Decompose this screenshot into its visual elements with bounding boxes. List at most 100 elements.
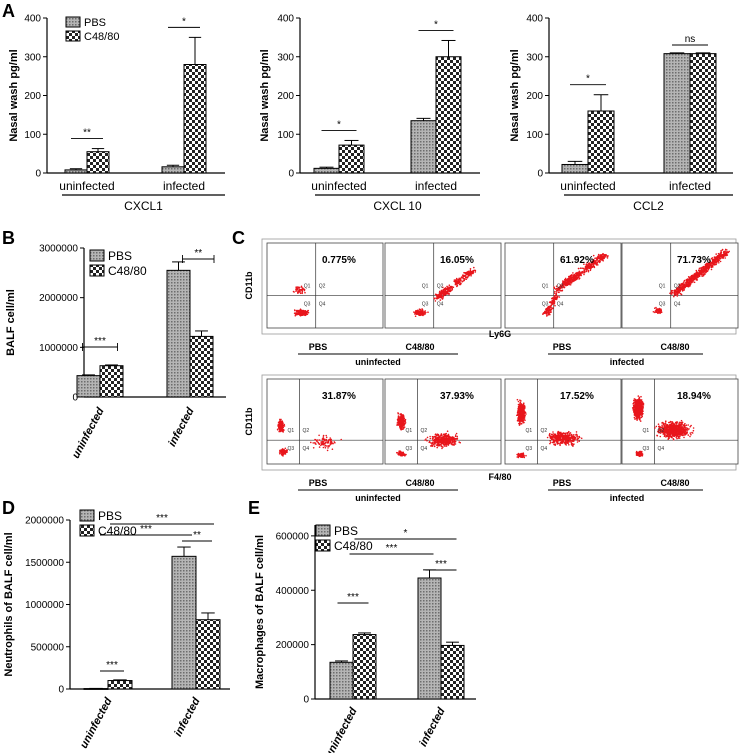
flow-dot <box>328 445 330 448</box>
flow-dot <box>525 413 527 415</box>
flow-dot <box>522 421 525 424</box>
flow-dot <box>571 274 573 276</box>
flow-dot <box>442 437 444 440</box>
flow-dot <box>654 307 656 310</box>
flow-dot <box>583 263 585 266</box>
flow-dot <box>697 274 699 276</box>
flow-dot <box>302 288 304 290</box>
significance-label: * <box>337 119 341 130</box>
flow-dot <box>657 310 660 312</box>
flow-dot <box>715 261 717 263</box>
flow-dot <box>520 454 523 457</box>
flow-dot <box>517 403 520 406</box>
flow-dot <box>637 395 640 397</box>
flow-dot <box>314 441 316 444</box>
flow-dot <box>401 421 404 424</box>
flow-dot <box>307 311 310 314</box>
flow-dot <box>567 432 569 434</box>
category-label-uninfected: uninfected <box>59 179 114 193</box>
flow-dot <box>696 279 698 281</box>
flow-dot <box>451 439 454 442</box>
flow-dot <box>597 257 599 259</box>
flow-dot <box>574 275 576 278</box>
flow-dot <box>517 454 519 457</box>
flow-dot <box>435 441 438 444</box>
flow-dot <box>434 435 437 438</box>
flow-dot <box>454 440 457 443</box>
quadrant-label: Q1 <box>525 428 532 434</box>
flow-dot <box>576 273 579 276</box>
flow-dot <box>279 423 282 426</box>
flow-dot <box>723 253 726 255</box>
bar-pbs-uninfected <box>561 163 589 174</box>
flow-dot <box>402 424 405 427</box>
flow-dot <box>681 290 684 292</box>
flow-dot <box>687 276 690 278</box>
flow-dot <box>519 415 522 417</box>
y-tick-label: 200000 <box>276 640 310 651</box>
flow-dot <box>693 281 696 284</box>
flow-dot <box>558 434 561 437</box>
flow-dot <box>295 290 297 293</box>
flow-dot <box>525 454 527 457</box>
flow-dot <box>299 290 301 292</box>
flow-dot <box>473 266 475 269</box>
bar-pbs-uninfected <box>64 169 88 174</box>
flow-dot <box>298 286 301 289</box>
flow-dot <box>399 452 402 455</box>
flow-dot <box>400 420 403 422</box>
flow-dot <box>687 282 690 285</box>
significance-label: *** <box>140 524 152 535</box>
group-label-uninfected: uninfected <box>355 357 401 367</box>
flow-dot <box>454 434 457 436</box>
flow-dot <box>397 452 400 455</box>
flow-dot <box>707 268 710 271</box>
flow-dot <box>301 290 304 293</box>
flow-dot <box>320 442 323 445</box>
flow-dot <box>673 295 675 298</box>
flow-dot <box>574 437 576 440</box>
flow-dot <box>572 438 574 441</box>
flow-dot <box>554 437 557 440</box>
legend-swatch-c4880 <box>89 264 105 277</box>
flow-dot <box>688 279 690 281</box>
flow-dot <box>430 442 433 445</box>
flow-dot <box>436 295 439 298</box>
flow-dot <box>435 444 438 446</box>
flow-dot <box>519 417 521 420</box>
flow-dot <box>566 284 569 287</box>
flow-dot <box>522 417 524 420</box>
flow-dot <box>303 289 306 292</box>
flow-dot <box>559 442 562 444</box>
flow-dot <box>442 289 444 291</box>
flow-dot <box>724 248 727 251</box>
legend-swatch-pbs <box>79 509 95 522</box>
quadrant-label: Q2 <box>319 284 326 290</box>
flow-dot <box>556 440 558 443</box>
flow-dot <box>283 423 286 426</box>
legend-swatch-pbs <box>315 524 331 537</box>
flow-dot <box>439 435 441 438</box>
flow-dot <box>429 435 431 438</box>
flow-dot <box>470 272 473 275</box>
flow-dot <box>441 440 443 443</box>
bar-c4880-uninfected <box>86 151 110 174</box>
y-tick-label: 400000 <box>276 586 310 597</box>
flow-dot <box>280 418 282 421</box>
flow-dot <box>518 408 521 411</box>
flow-dot <box>300 312 303 315</box>
condition-label-1: C48/80 <box>405 342 434 352</box>
flow-dot <box>549 313 551 316</box>
quadrant-label: Q4 <box>437 302 444 308</box>
flow-dot <box>440 292 442 294</box>
flow-dot <box>660 308 662 311</box>
flow-dot <box>719 257 722 260</box>
flow-dot <box>570 433 573 436</box>
bar-c4880-infected <box>435 56 462 174</box>
flow-dot <box>463 275 466 278</box>
flow-dot <box>545 308 547 311</box>
flow-dot <box>695 269 698 272</box>
